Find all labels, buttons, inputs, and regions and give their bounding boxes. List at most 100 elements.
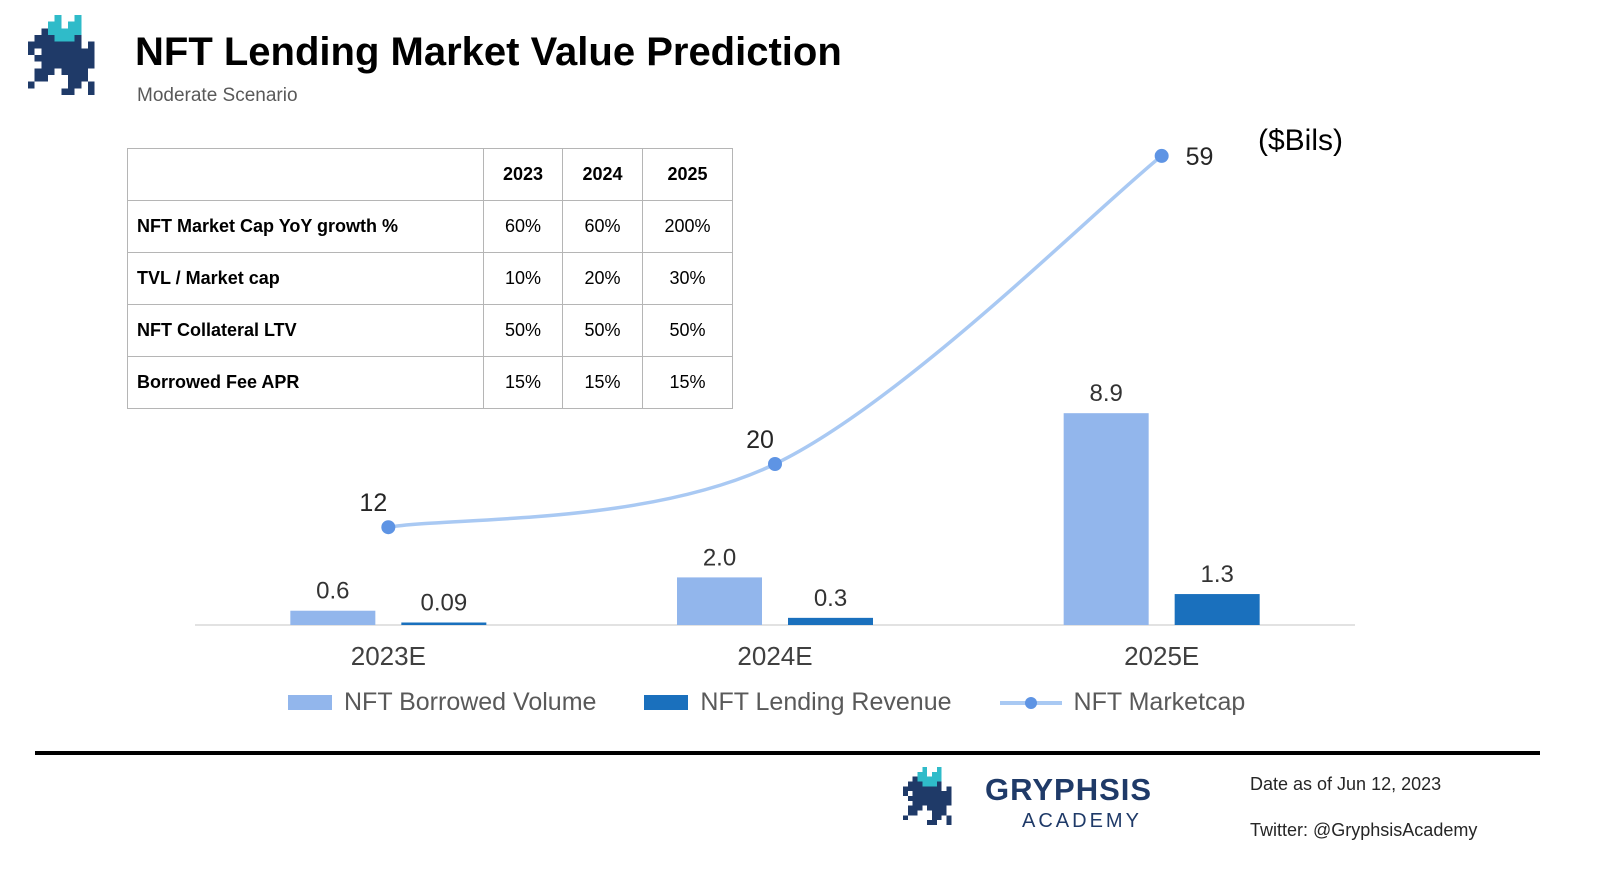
logo-pixel	[932, 786, 937, 792]
bar-value-label: 0.09	[420, 590, 467, 617]
logo-pixel	[54, 21, 62, 29]
logo-pixel	[81, 68, 88, 75]
logo-pixel	[68, 21, 75, 29]
logo-pixel	[54, 15, 62, 22]
logo-pixel	[912, 796, 918, 801]
logo-pixel	[68, 48, 75, 55]
logo-pixel	[936, 786, 942, 792]
logo-pixel	[28, 81, 35, 89]
logo-pixel	[922, 791, 928, 796]
table-row: NFT Market Cap YoY growth % 60% 60% 200%	[127, 200, 733, 253]
legend-bar-swatch-icon	[644, 695, 689, 710]
page-subtitle: Moderate Scenario	[137, 85, 298, 106]
logo-pixel	[936, 776, 942, 782]
legend-label: NFT Borrowed Volume	[344, 688, 597, 716]
logo-pixel	[74, 55, 82, 62]
legend-label: NFT Marketcap	[1073, 688, 1246, 716]
bar-value-label: 0.3	[814, 585, 847, 612]
logo-pixel	[81, 61, 88, 69]
logo-pixel	[61, 61, 68, 69]
logo-pixel	[922, 771, 928, 777]
logo-pixel	[932, 796, 937, 801]
logo-pixel	[932, 815, 937, 821]
logo-pixel	[936, 805, 942, 811]
logo-pixel	[74, 61, 82, 69]
logo-pixel	[88, 48, 95, 55]
value-cell: 60%	[562, 200, 643, 253]
logo-pixel	[917, 776, 923, 782]
table-header-row: 2023 2024 2025	[127, 148, 733, 201]
logo-pixel	[907, 810, 913, 816]
assumptions-table: 2023 2024 2025 NFT Market Cap YoY growth %…	[127, 148, 733, 409]
logo-pixel	[912, 781, 918, 787]
logo-pixel	[932, 771, 937, 777]
value-cell: 50%	[642, 304, 733, 357]
logo-pixel	[932, 791, 937, 796]
logo-pixel	[941, 800, 947, 806]
logo-pixel	[912, 800, 918, 806]
logo-pixel	[917, 796, 923, 801]
logo-pixel	[946, 786, 952, 792]
logo-pixel	[946, 796, 952, 801]
logo-pixel	[917, 791, 923, 796]
logo-pixel	[922, 776, 928, 782]
logo-pixel	[74, 41, 82, 49]
bar-segment	[788, 617, 873, 625]
bar-segment	[677, 577, 762, 625]
logo-pixel	[68, 61, 75, 69]
legend-marker-icon	[1024, 696, 1037, 709]
logo-pixel	[74, 21, 82, 29]
logo-pixel	[48, 41, 55, 49]
logo-pixel	[932, 810, 937, 816]
value-cell: 200%	[642, 200, 733, 253]
logo-pixel	[912, 805, 918, 811]
logo-pixel	[34, 68, 42, 75]
logo-pixel	[54, 55, 62, 62]
bar-segment	[290, 610, 376, 625]
logo-pixel	[917, 781, 923, 787]
logo-pixel	[48, 68, 55, 75]
date-note: Date as of Jun 12, 2023	[1250, 774, 1442, 794]
logo-pixel	[68, 75, 75, 82]
logo-pixel	[936, 796, 942, 801]
bar-value-label: 2.0	[703, 544, 736, 571]
gryphsis-footer-logo-icon	[903, 767, 952, 825]
logo-pixel	[917, 771, 923, 777]
logo-pixel	[927, 805, 932, 811]
logo-pixel	[48, 28, 55, 35]
line-marker-icon	[381, 520, 396, 535]
logo-pixel	[54, 35, 62, 42]
logo-pixel	[927, 786, 932, 792]
line-marker-icon	[1154, 148, 1169, 163]
logo-pixel	[28, 48, 35, 55]
logo-pixel	[922, 786, 928, 792]
chart-legend: NFT Borrowed Volume NFT Lending Revenue NF…	[288, 688, 1245, 717]
logo-pixel	[917, 786, 923, 792]
logo-pixel	[903, 791, 908, 796]
value-cell: 20%	[562, 252, 643, 305]
logo-pixel	[932, 820, 937, 825]
value-cell: 10%	[483, 252, 563, 305]
logo-pixel	[946, 820, 952, 825]
logo-pixel	[68, 68, 75, 75]
logo-pixel	[907, 805, 913, 811]
value-cell: 30%	[642, 252, 733, 305]
logo-pixel	[61, 41, 68, 49]
page-title: NFT Lending Market Value Prediction	[135, 30, 842, 74]
logo-pixel	[927, 776, 932, 782]
logo-pixel	[912, 776, 918, 782]
value-cell: 15%	[562, 356, 643, 409]
logo-pixel	[927, 796, 932, 801]
logo-pixel	[922, 781, 928, 787]
logo-pixel	[88, 55, 95, 62]
bar-segment	[1063, 413, 1149, 625]
logo-pixel	[48, 61, 55, 69]
legend-label: NFT Lending Revenue	[700, 688, 952, 716]
logo-pixel	[941, 810, 947, 816]
logo-pixel	[927, 791, 932, 796]
row-label-cell: Borrowed Fee APR	[127, 356, 484, 409]
logo-pixel	[903, 786, 908, 792]
logo-pixel	[81, 48, 88, 55]
logo-pixel	[936, 781, 942, 787]
